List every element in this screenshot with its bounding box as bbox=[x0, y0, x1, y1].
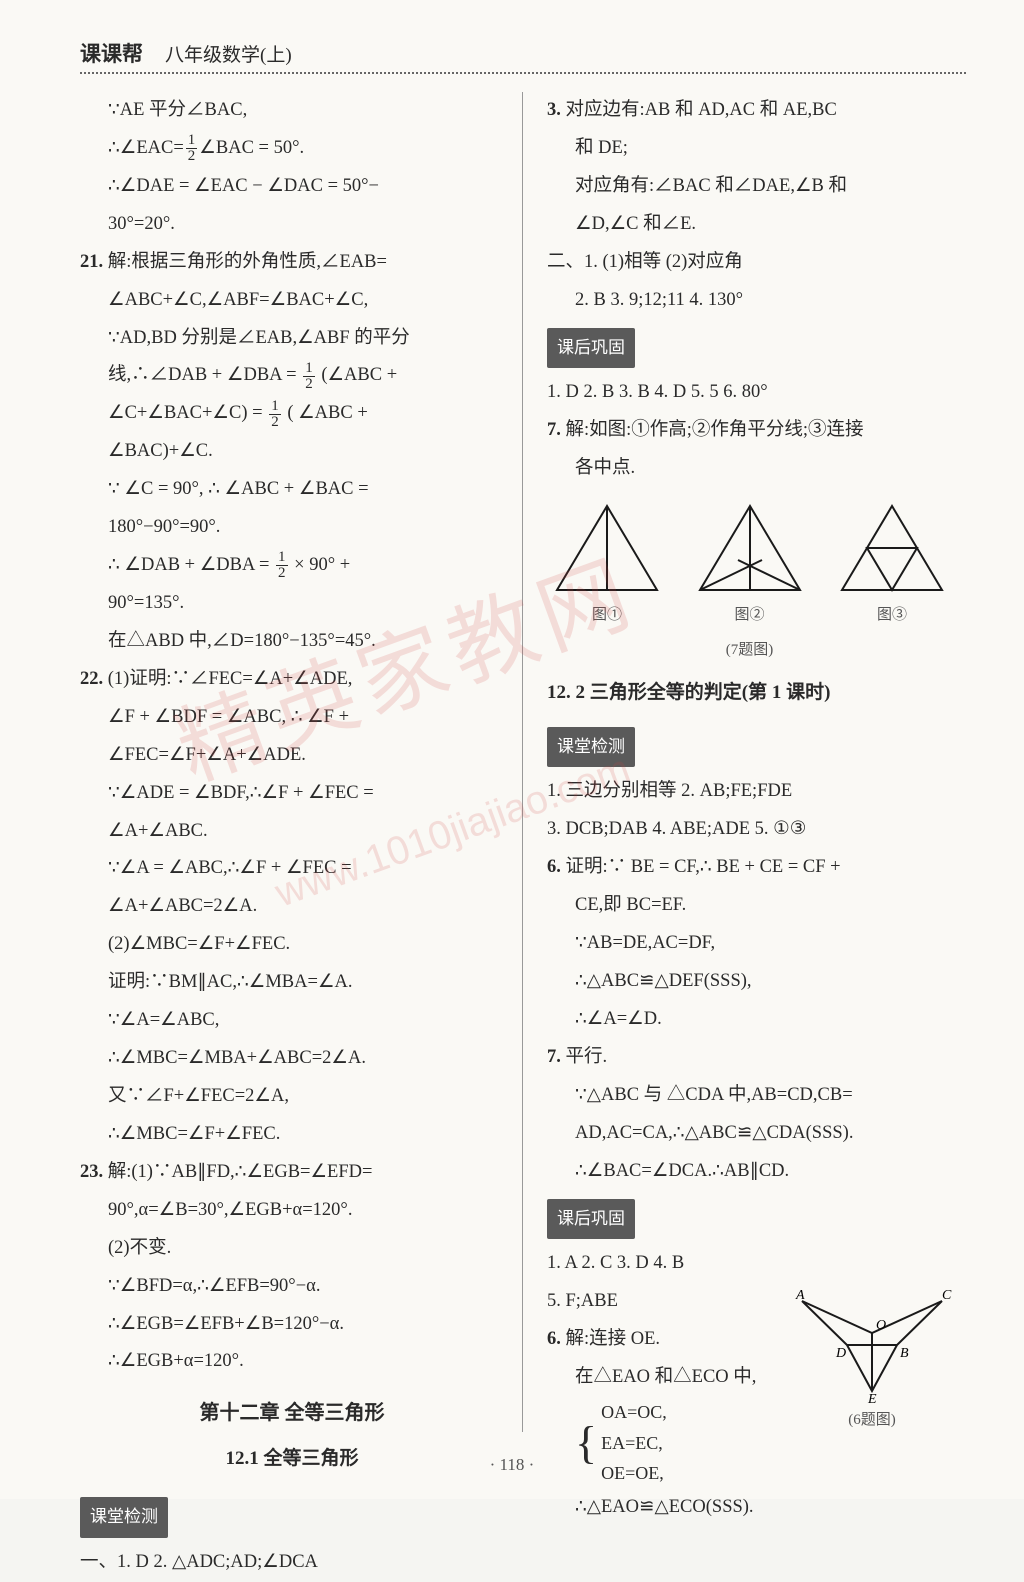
text-line: 对应角有:∠BAC 和∠DAE,∠B 和 bbox=[547, 168, 952, 206]
chapter-title: 第十二章 全等三角形 bbox=[80, 1393, 504, 1434]
svg-text:C: C bbox=[942, 1288, 952, 1303]
text-line: ∵∠BFD=α,∴∠EFB=90°−α. bbox=[80, 1268, 504, 1306]
text-line: ∠F + ∠BDF = ∠ABC, ∴ ∠F + bbox=[80, 699, 504, 737]
text-line: 证明:∵BM∥AC,∴∠MBA=∠A. bbox=[80, 964, 504, 1002]
text-line: ∠D,∠C 和∠E. bbox=[547, 206, 952, 244]
text-line: 1. 三边分别相等 2. AB;FE;FDE bbox=[547, 773, 952, 811]
text-line: 1. A 2. C 3. D 4. B bbox=[547, 1245, 952, 1283]
triangle-bisector-icon bbox=[690, 498, 810, 598]
text-line: AD,AC=CA,∴△ABC≌△CDA(SSS). bbox=[547, 1115, 952, 1153]
text-line: 3. DCB;DAB 4. ABE;ADE 5. ①③ bbox=[547, 811, 952, 849]
text-line: 3. 对应边有:AB 和 AD,AC 和 AE,BC bbox=[547, 92, 952, 130]
page: 课课帮 八年级数学(上) 精英家教网 www.1010jiajiao.com ∵… bbox=[0, 0, 1024, 1499]
text-line: 6. 证明:∵ BE = CF,∴ BE + CE = CF + bbox=[547, 849, 952, 887]
text-line: 1. D 2. B 3. B 4. D 5. 5 6. 80° bbox=[547, 374, 952, 412]
text-line: ∴ ∠DAB + ∠DBA = 12 × 90° + bbox=[80, 547, 504, 585]
text-line: ∴∠BAC=∠DCA.∴AB∥CD. bbox=[547, 1153, 952, 1191]
text-line: ∴∠EGB=∠EFB+∠B=120°−α. bbox=[80, 1306, 504, 1344]
text-line: ∴∠EAC=12∠BAC = 50°. bbox=[80, 130, 504, 168]
text-line: (2)∠MBC=∠F+∠FEC. bbox=[80, 926, 504, 964]
text-line: 又∵∠F+∠FEC=2∠A, bbox=[80, 1078, 504, 1116]
triangle-altitude-icon bbox=[547, 498, 667, 598]
header-subtitle: 八年级数学(上) bbox=[165, 40, 292, 67]
triangle-midpoints-icon bbox=[832, 498, 952, 598]
text-line: ∵∠ADE = ∠BDF,∴∠F + ∠FEC = bbox=[80, 775, 504, 813]
section-bar: 课后巩固 bbox=[547, 1199, 635, 1240]
svg-text:E: E bbox=[867, 1392, 877, 1403]
svg-text:A: A bbox=[795, 1288, 805, 1303]
text-line: ∴△ABC≌△DEF(SSS), bbox=[547, 963, 952, 1001]
section-bar: 课堂检测 bbox=[80, 1497, 168, 1538]
text-line: ∵AB=DE,AC=DF, bbox=[547, 925, 952, 963]
text-line: ∵∠A = ∠ABC,∴∠F + ∠FEC = bbox=[80, 850, 504, 888]
text-line: (2)不变. bbox=[80, 1230, 504, 1268]
text-line: 7. 平行. bbox=[547, 1039, 952, 1077]
text-line: ∠A+∠ABC=2∠A. bbox=[80, 888, 504, 926]
figure-caption: 图③ bbox=[832, 600, 952, 631]
svg-text:B: B bbox=[900, 1346, 909, 1361]
figure-2: 图② bbox=[690, 498, 810, 631]
text-line: 线,∴∠DAB + ∠DBA = 12 (∠ABC + bbox=[80, 357, 504, 395]
text-line: ∵∠A=∠ABC, bbox=[80, 1002, 504, 1040]
text-line: ∵AE 平分∠BAC, bbox=[80, 92, 504, 130]
text-line: ∵△ABC 与 △CDA 中,AB=CD,CB= bbox=[547, 1077, 952, 1115]
figure-3: 图③ bbox=[832, 498, 952, 631]
text-line: ∴∠EGB+α=120°. bbox=[80, 1343, 504, 1381]
text-line: 180°−90°=90°. bbox=[80, 509, 504, 547]
section-title: 12. 2 三角形全等的判定(第 1 课时) bbox=[547, 674, 952, 713]
kite-diagram-icon: A C D B O E bbox=[792, 1283, 952, 1403]
figure-caption: 图① bbox=[547, 600, 667, 631]
figure-caption: (6题图) bbox=[792, 1405, 952, 1436]
figure-row: 图① 图② 图③ bbox=[547, 498, 952, 631]
text-line: ∴△EAO≌△ECO(SSS). bbox=[547, 1489, 952, 1527]
text-line: 各中点. bbox=[547, 450, 952, 488]
text-line: ∴∠MBC=∠MBA+∠ABC=2∠A. bbox=[80, 1040, 504, 1078]
text-line: ∴∠MBC=∠F+∠FEC. bbox=[80, 1116, 504, 1154]
text-line: 23. 解:(1)∵AB∥FD,∴∠EGB=∠EFD= bbox=[80, 1154, 504, 1192]
page-number: · 118 · bbox=[0, 1455, 1024, 1475]
text-line: ∴∠DAE = ∠EAC − ∠DAC = 50°− bbox=[80, 168, 504, 206]
text-line: OA=OC, bbox=[601, 1397, 667, 1428]
figure-1: 图① bbox=[547, 498, 667, 631]
columns: ∵AE 平分∠BAC, ∴∠EAC=12∠BAC = 50°. ∴∠DAE = … bbox=[80, 92, 966, 1432]
text-line: ∵AD,BD 分别是∠EAB,∠ABF 的平分 bbox=[80, 320, 504, 358]
text-line: ∠A+∠ABC. bbox=[80, 813, 504, 851]
text-line: 21. 解:根据三角形的外角性质,∠EAB= bbox=[80, 244, 504, 282]
section-bar: 课后巩固 bbox=[547, 328, 635, 369]
text-line: ∠BAC)+∠C. bbox=[80, 433, 504, 471]
figure-caption: 图② bbox=[690, 600, 810, 631]
text-line: ∠ABC+∠C,∠ABF=∠BAC+∠C, bbox=[80, 282, 504, 320]
brace-group: { OA=OC, EA=EC, OE=OE, bbox=[575, 1397, 784, 1489]
text-line: 一、1. D 2. △ADC;AD;∠DCA bbox=[80, 1544, 504, 1582]
svg-text:D: D bbox=[835, 1346, 846, 1361]
figure-6: A C D B O E (6题图) bbox=[792, 1283, 952, 1436]
text-line: 2. B 3. 9;12;11 4. 130° bbox=[547, 282, 952, 320]
left-column: ∵AE 平分∠BAC, ∴∠EAC=12∠BAC = 50°. ∴∠DAE = … bbox=[80, 92, 523, 1432]
text-line: ∠FEC=∠F+∠A+∠ADE. bbox=[80, 737, 504, 775]
text-line: EA=EC, bbox=[601, 1428, 667, 1459]
text-line: ∠C+∠BAC+∠C) = 12 ( ∠ABC + bbox=[80, 395, 504, 433]
figure-note: (7题图) bbox=[547, 635, 952, 666]
text-line: CE,即 BC=EF. bbox=[547, 887, 952, 925]
text-line: 22. (1)证明:∵∠FEC=∠A+∠ADE, bbox=[80, 661, 504, 699]
right-column: 3. 对应边有:AB 和 AD,AC 和 AE,BC 和 DE; 对应角有:∠B… bbox=[523, 92, 966, 1432]
text-line: ∵ ∠C = 90°, ∴ ∠ABC + ∠BAC = bbox=[80, 471, 504, 509]
text-line: 在△ABD 中,∠D=180°−135°=45°. bbox=[80, 623, 504, 661]
text-line: 7. 解:如图:①作高;②作角平分线;③连接 bbox=[547, 412, 952, 450]
text-line: 和 DE; bbox=[547, 130, 952, 168]
text-line: 90°,α=∠B=30°,∠EGB+α=120°. bbox=[80, 1192, 504, 1230]
text-line: ∴∠A=∠D. bbox=[547, 1001, 952, 1039]
text-line: 90°=135°. bbox=[80, 585, 504, 623]
text-line: 二、1. (1)相等 (2)对应角 bbox=[547, 244, 952, 282]
page-header: 课课帮 八年级数学(上) bbox=[80, 38, 966, 74]
header-title: 课课帮 bbox=[80, 38, 143, 68]
section-bar: 课堂检测 bbox=[547, 727, 635, 768]
svg-text:O: O bbox=[876, 1318, 886, 1333]
text-line: 30°=20°. bbox=[80, 206, 504, 244]
